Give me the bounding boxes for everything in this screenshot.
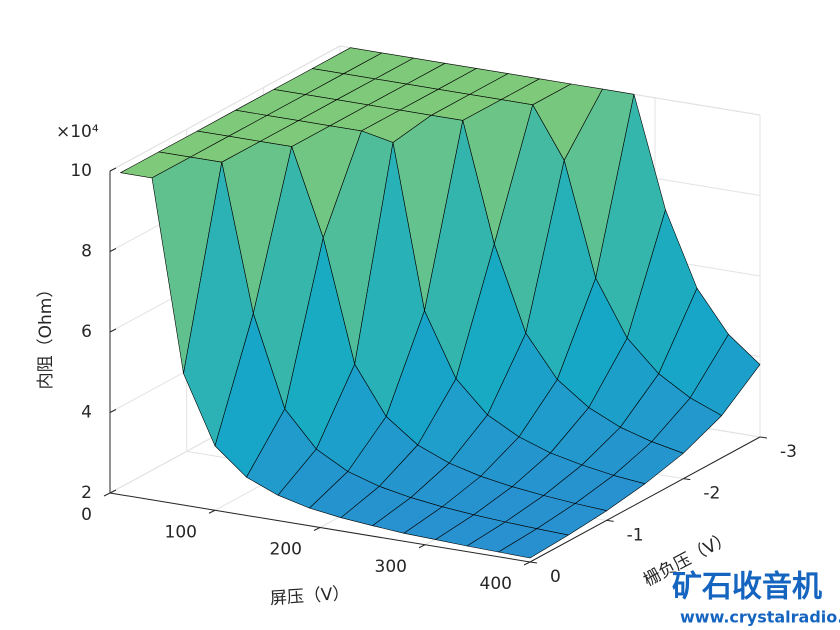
watermark-url: www.crystalradio.cn (680, 608, 840, 627)
y-tick (606, 519, 614, 522)
y-tick-label: -1 (627, 525, 644, 545)
z-tick-label: 2 (81, 483, 92, 503)
y-tick-label: -3 (780, 442, 797, 462)
y-axis (529, 436, 761, 563)
x-tick (208, 509, 216, 514)
y-tick-label: 0 (550, 567, 561, 587)
z-tick (109, 328, 117, 333)
surface-patch (498, 528, 569, 559)
z-tick (109, 248, 117, 252)
x-tick-label: 200 (270, 540, 302, 560)
y-tick (529, 561, 538, 564)
y-tick-label: -2 (703, 484, 720, 504)
watermark-title: 矿石收音机 (672, 570, 822, 605)
grid-line (109, 45, 341, 172)
y-tick (759, 436, 768, 439)
x-tick (313, 527, 321, 531)
x-tick (103, 492, 111, 497)
z-axis-label: 内阻（Ohm） (36, 281, 56, 390)
x-axis-label: 屏压（V） (269, 584, 350, 610)
z-tick (109, 167, 117, 172)
x-tick (523, 561, 531, 566)
z-exponent: ×10⁴ (56, 122, 99, 142)
z-tick-label: 6 (81, 322, 92, 342)
z-tick (109, 409, 117, 413)
y-tick (683, 478, 691, 481)
x-tick-label: 100 (165, 522, 197, 542)
x-tick-label: 0 (81, 505, 92, 525)
z-tick-label: 8 (81, 242, 92, 262)
x-tick-label: 300 (375, 557, 407, 577)
x-tick (418, 544, 426, 549)
z-tick-label: 10 (70, 161, 92, 181)
surface (120, 47, 761, 559)
x-tick-label: 400 (480, 574, 512, 594)
z-tick (109, 489, 117, 494)
z-tick-label: 4 (81, 403, 92, 423)
